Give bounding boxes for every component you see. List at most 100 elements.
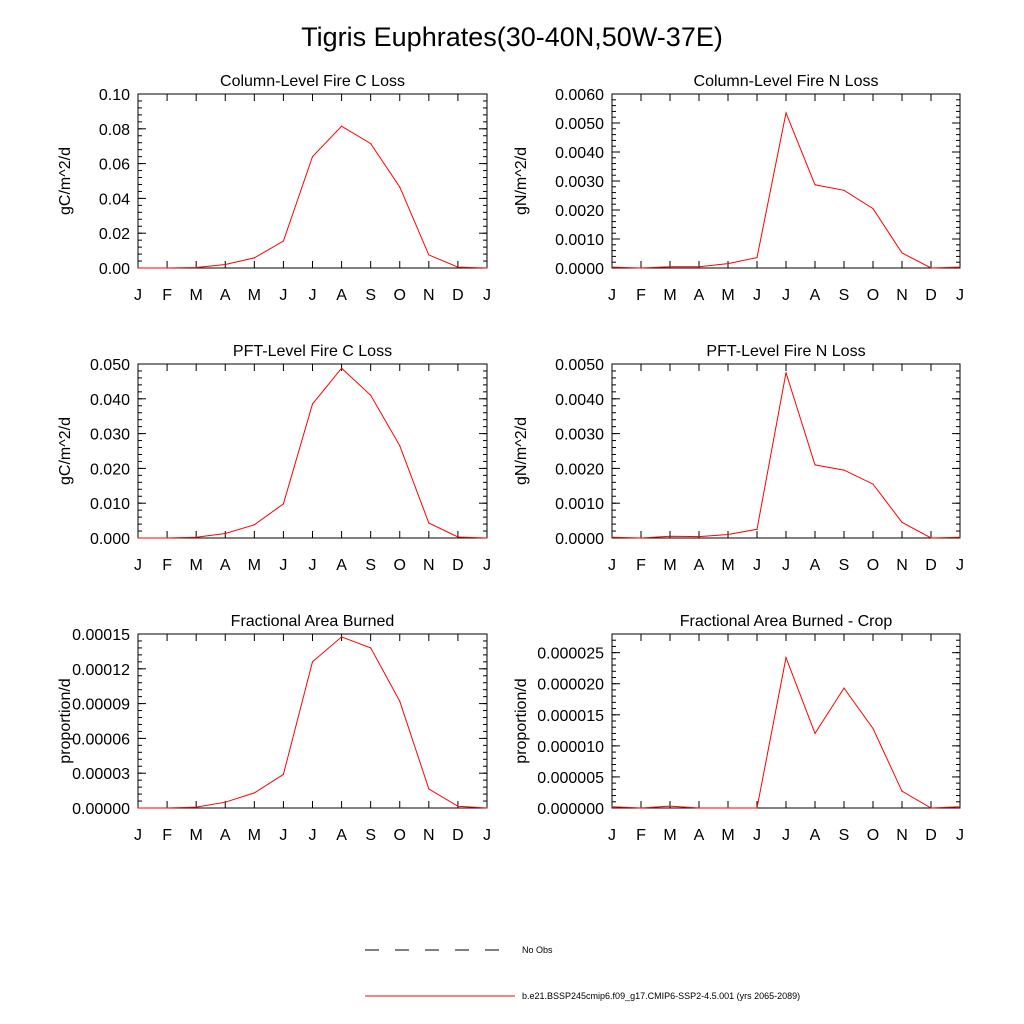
x-tick-label: M: [248, 287, 261, 304]
y-tick-label: 0.0050: [555, 116, 604, 133]
data-point: [282, 240, 285, 242]
data-point: [137, 267, 139, 269]
x-tick-label: D: [452, 827, 464, 844]
x-tick-label: O: [394, 287, 406, 304]
y-tick-label: 0.08: [99, 122, 130, 139]
x-tick-label: A: [810, 287, 821, 304]
chart-title: Fractional Area Burned: [231, 613, 395, 630]
y-tick-label: 0.0040: [555, 392, 604, 409]
data-point: [669, 266, 671, 268]
data-point: [640, 267, 642, 269]
y-axis-label: gC/m^2/d: [57, 147, 74, 215]
y-tick-label: 0.0020: [555, 203, 604, 220]
x-tick-label: M: [721, 557, 734, 574]
legend-label-2: b.e21.BSSP245cmip6.f09_g17.CMIP6-SSP2-4.…: [522, 991, 800, 1001]
x-tick-label: J: [279, 287, 287, 304]
x-tick-label: D: [925, 287, 937, 304]
series-line: [611, 111, 961, 269]
data-point: [486, 807, 488, 809]
legend: No Obs b.e21.BSSP245cmip6.f09_g17.CMIP6-S…: [365, 945, 800, 1001]
x-tick-label: F: [636, 827, 646, 844]
x-tick-label: J: [483, 557, 491, 574]
data-point: [901, 252, 903, 254]
y-tick-label: 0.000005: [537, 770, 604, 787]
data-point: [611, 266, 613, 268]
x-tick-label: S: [839, 557, 850, 574]
x-tick-label: J: [608, 557, 616, 574]
x-tick-label: A: [694, 557, 705, 574]
data-point: [756, 528, 758, 530]
x-tick-label: S: [839, 827, 850, 844]
data-point: [311, 403, 314, 405]
y-tick-label: 0.000000: [537, 801, 604, 818]
data-point: [843, 469, 845, 471]
data-point: [727, 263, 729, 265]
y-tick-label: 0.0040: [555, 145, 604, 162]
series-line: [138, 125, 488, 269]
y-tick-label: 0.000025: [537, 646, 604, 663]
y-axis-label: proportion/d: [57, 678, 74, 763]
data-point: [872, 483, 874, 485]
y-tick-label: 0.06: [99, 157, 130, 174]
data-point: [166, 267, 168, 269]
series-line: [611, 655, 961, 809]
data-point: [814, 464, 816, 466]
data-point: [166, 807, 168, 809]
data-point: [370, 394, 372, 396]
x-tick-label: J: [753, 827, 761, 844]
x-tick-label: D: [452, 557, 464, 574]
data-point: [282, 773, 285, 775]
plot-frame: [611, 93, 961, 269]
x-tick-label: N: [896, 287, 908, 304]
data-point: [457, 805, 459, 807]
data-point: [195, 266, 197, 269]
y-axis-label: gN/m^2/d: [513, 417, 530, 485]
data-point: [843, 687, 845, 689]
chart-title: Column-Level Fire N Loss: [694, 73, 879, 90]
x-tick-label: F: [636, 557, 646, 574]
x-tick-label: D: [925, 827, 937, 844]
x-tick-label: O: [867, 827, 879, 844]
x-tick-label: J: [956, 287, 964, 304]
data-point: [428, 788, 430, 790]
y-tick-label: 0.0010: [555, 496, 604, 513]
x-tick-label: N: [423, 287, 435, 304]
x-tick-label: A: [810, 827, 821, 844]
chart-title: Fractional Area Burned - Crop: [680, 613, 893, 630]
data-point: [428, 522, 430, 524]
x-tick-label: N: [423, 557, 435, 574]
x-tick-label: J: [608, 827, 616, 844]
x-tick-label: F: [636, 287, 646, 304]
y-tick-label: 0.000015: [537, 708, 604, 725]
data-point: [901, 521, 903, 523]
x-tick-label: M: [190, 827, 203, 844]
data-point: [311, 156, 314, 158]
x-tick-label: M: [248, 557, 261, 574]
data-point: [486, 267, 488, 269]
x-tick-label: M: [663, 287, 676, 304]
data-point: [930, 267, 932, 269]
y-tick-label: 0.0050: [555, 357, 604, 374]
x-tick-label: J: [134, 827, 142, 844]
y-tick-label: 0.00: [99, 261, 130, 278]
page-title: Tigris Euphrates(30-40N,50W-37E): [301, 22, 723, 52]
data-point: [640, 807, 642, 809]
data-point: [137, 807, 139, 809]
x-tick-label: J: [279, 557, 287, 574]
data-point: [370, 647, 372, 649]
y-tick-label: 0.020: [90, 461, 130, 478]
data-point: [457, 266, 459, 268]
data-point: [224, 801, 226, 803]
data-point: [872, 207, 874, 210]
data-point: [311, 661, 314, 663]
data-point: [756, 256, 758, 259]
data-point: [727, 533, 729, 536]
data-point: [224, 263, 226, 266]
x-tick-label: A: [220, 557, 231, 574]
x-tick-label: M: [190, 557, 203, 574]
y-axis-label: proportion/d: [513, 678, 530, 763]
y-tick-label: 0.00015: [72, 627, 130, 644]
data-point: [959, 266, 961, 268]
data-point: [253, 792, 255, 794]
